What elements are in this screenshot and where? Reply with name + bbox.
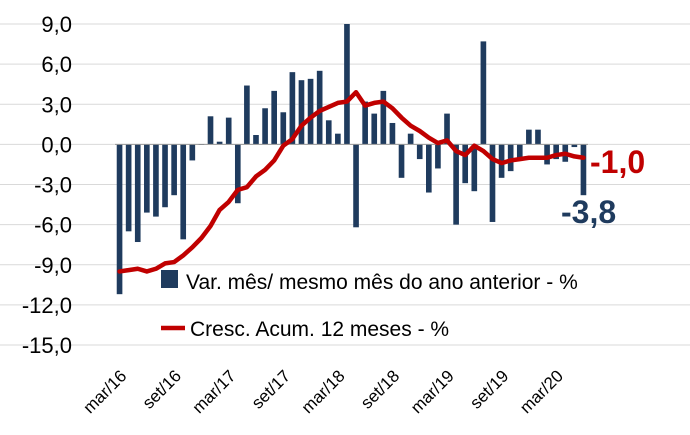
y-tick-label: -3,0 [34, 173, 72, 198]
bar [280, 112, 287, 145]
bar [553, 144, 559, 160]
x-tick-label: set/17 [248, 366, 294, 412]
bar [380, 90, 387, 145]
bar [416, 144, 423, 160]
bar [144, 144, 150, 213]
bar [207, 116, 214, 145]
y-tick-label: -9,0 [34, 253, 72, 278]
x-tick-label: mar/16 [80, 366, 131, 417]
bar [544, 144, 550, 165]
bar-series [116, 24, 587, 295]
line-series [117, 89, 586, 274]
bar [489, 144, 496, 222]
bar [153, 144, 159, 217]
x-axis: mar/16 set/16 mar/17 set/17 mar/18 set/18 mar/… [80, 366, 567, 417]
legend-line-label: Cresc. Acum. 12 meses - % [190, 318, 449, 341]
bar [480, 41, 487, 145]
y-tick-label: 9,0 [41, 12, 72, 37]
bar [271, 90, 277, 145]
bar [426, 144, 432, 193]
bar [234, 144, 241, 204]
bar-end-value-label: -3,8 [561, 194, 616, 230]
y-axis: 9,0 6,0 3,0 0,0 -3,0 -6,0 -9,0 -12,0 -15,0 [22, 12, 72, 358]
y-tick-label: -12,0 [22, 293, 72, 318]
bar [116, 144, 123, 295]
bar [344, 24, 350, 145]
y-tick-label: -6,0 [34, 213, 72, 238]
bar [398, 144, 405, 178]
bar [125, 144, 132, 232]
bar [353, 144, 359, 228]
bar [225, 117, 232, 145]
bar [325, 120, 332, 145]
bar [453, 144, 459, 225]
x-tick-label: set/16 [139, 366, 185, 412]
x-tick-label: mar/18 [298, 366, 349, 417]
bar [362, 101, 368, 145]
legend: Var. mês/ mesmo mês do ano anterior - % … [161, 270, 578, 341]
line-end-value-label: -1,0 [590, 144, 645, 180]
bar [516, 144, 523, 158]
bar [526, 129, 532, 145]
y-tick-label: 3,0 [41, 92, 72, 117]
x-tick-label: mar/20 [516, 366, 567, 417]
x-tick-label: set/18 [357, 366, 403, 412]
bar [580, 144, 587, 196]
bar [216, 141, 223, 145]
bar [507, 144, 514, 172]
bar [162, 144, 168, 208]
legend-bar-swatch [161, 270, 178, 288]
bar [435, 144, 441, 169]
x-tick-label: mar/17 [189, 366, 240, 417]
bar [298, 80, 305, 145]
bar [180, 144, 187, 240]
y-tick-label: -15,0 [22, 333, 72, 358]
bar [307, 78, 314, 145]
bar [316, 70, 323, 145]
bar [571, 144, 578, 148]
bar [171, 144, 177, 196]
bar [444, 113, 450, 145]
x-tick-label: set/19 [466, 366, 512, 412]
bar [262, 108, 268, 145]
bar [389, 122, 396, 145]
y-tick-label: 6,0 [41, 52, 72, 77]
bar [289, 72, 296, 145]
bar [535, 129, 541, 145]
bar [253, 135, 259, 145]
bar [244, 85, 250, 145]
x-tick-label: mar/19 [407, 366, 458, 417]
bar [462, 144, 469, 184]
bar [471, 144, 478, 192]
bar [189, 144, 196, 161]
y-tick-label: 0,0 [41, 132, 72, 157]
bar [134, 144, 141, 243]
legend-bar-label: Var. mês/ mesmo mês do ano anterior - % [186, 271, 578, 294]
bar [371, 113, 378, 145]
bar [335, 133, 341, 145]
bar [407, 133, 414, 145]
